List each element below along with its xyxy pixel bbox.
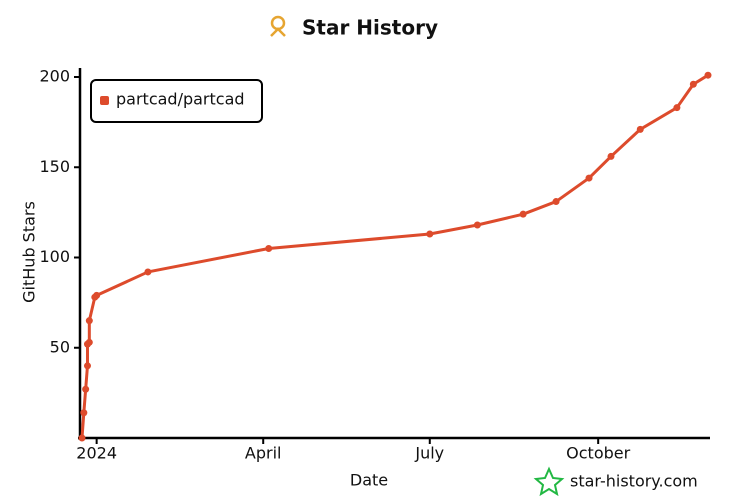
- point: [473, 221, 481, 229]
- point: [82, 385, 90, 393]
- point: [704, 71, 712, 79]
- point: [85, 317, 93, 325]
- point: [83, 362, 91, 370]
- point: [519, 210, 527, 218]
- legend-box: [90, 79, 263, 123]
- watermark-icon: [533, 466, 565, 497]
- legend-swatch: [100, 96, 109, 105]
- y-tick-label: 200: [39, 67, 70, 86]
- point: [552, 198, 560, 206]
- y-tick-label: 50: [50, 337, 70, 356]
- point: [689, 80, 697, 88]
- x-tick-label: 2024: [76, 444, 117, 463]
- point: [144, 268, 152, 276]
- chart-title: Star History: [302, 16, 438, 40]
- legend-label: partcad/partcad: [116, 90, 245, 109]
- x-tick-label: October: [566, 444, 630, 463]
- y-tick-label: 100: [39, 247, 70, 266]
- y-tick-label: 150: [39, 157, 70, 176]
- point: [78, 434, 86, 442]
- title-icon: [270, 15, 286, 37]
- y-axis-label: GitHub Stars: [20, 201, 39, 303]
- point: [93, 291, 101, 299]
- point: [426, 230, 434, 238]
- point: [607, 152, 615, 160]
- point: [585, 174, 593, 182]
- point: [636, 125, 644, 133]
- point: [85, 338, 93, 346]
- x-tick-label: July: [414, 444, 444, 463]
- x-tick-label: April: [245, 444, 282, 463]
- x-axis-label: Date: [350, 471, 388, 490]
- watermark: star-history.com: [570, 472, 698, 491]
- point: [673, 104, 681, 112]
- point: [80, 409, 88, 417]
- point: [265, 244, 273, 252]
